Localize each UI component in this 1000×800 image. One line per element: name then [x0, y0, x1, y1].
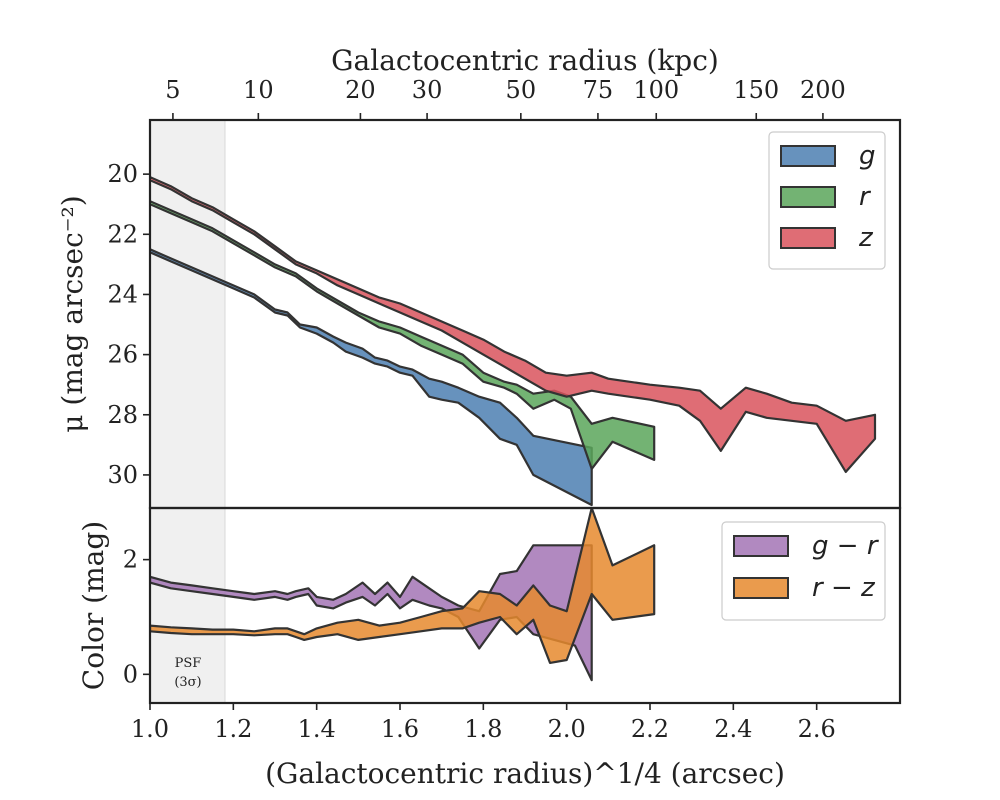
- surface-brightness-bands: [150, 176, 877, 507]
- y-tick-label-top: 30: [107, 461, 138, 489]
- top-axis-title: Galactocentric radius (kpc): [331, 44, 719, 77]
- y-tick-label-bottom: 2: [123, 546, 138, 574]
- x-tick-label: 1.8: [464, 715, 502, 743]
- band-g: [150, 248, 593, 507]
- legend-swatch-z: [780, 227, 836, 249]
- x-tick-label: 1.6: [381, 715, 419, 743]
- x-tick-label: 1.4: [298, 715, 336, 743]
- legend-swatch-g: [780, 145, 836, 167]
- legend-label-g: g: [859, 141, 876, 171]
- top-x-tick-label: 100: [633, 76, 679, 104]
- top-x-tick-label: 20: [345, 76, 376, 104]
- legend-label-z: z: [858, 223, 874, 253]
- y-tick-label-top: 28: [107, 401, 138, 429]
- y-axis-title-top: μ (mag arcsec⁻²): [56, 195, 89, 432]
- top-x-tick-label: 50: [506, 76, 537, 104]
- x-tick-label: 2.6: [798, 715, 836, 743]
- color-bands: [150, 508, 656, 682]
- x-tick-label: 1.2: [214, 715, 252, 743]
- legend-swatch-r-minus-z: [733, 577, 789, 599]
- y-tick-label-top: 26: [107, 341, 138, 369]
- top-x-tick-label: 10: [243, 76, 274, 104]
- top-x-tick-label: 200: [800, 76, 846, 104]
- y-tick-label-bottom: 0: [123, 660, 138, 688]
- psf-label: PSF: [175, 656, 202, 671]
- y-tick-label-top: 20: [107, 160, 138, 188]
- legend-label-r: r: [859, 182, 872, 212]
- x-tick-label: 2.4: [714, 715, 752, 743]
- x-axis-title: (Galactocentric radius)^1/4 (arcsec): [265, 757, 785, 790]
- top-x-tick-label: 75: [583, 76, 614, 104]
- band-r: [150, 200, 656, 470]
- y-tick-label-top: 22: [107, 220, 138, 248]
- legend-swatch-r: [780, 186, 836, 208]
- band-r-minus-z: [150, 508, 656, 664]
- psf-region-bottom: [150, 508, 225, 703]
- x-tick-label: 2.2: [631, 715, 669, 743]
- top-x-tick-label: 5: [165, 76, 180, 104]
- legend-swatch-g-minus-r: [733, 535, 789, 557]
- panel-bottom-frame: [148, 506, 902, 705]
- top-x-tick-label: 30: [412, 76, 443, 104]
- legend-label-g-minus-r: g − r: [812, 531, 880, 561]
- x-tick-label: 2.0: [548, 715, 586, 743]
- psf-region-top: [150, 120, 225, 508]
- y-axis-title-bottom: Color (mag): [77, 521, 110, 690]
- legend-label-r-minus-z: r − z: [812, 573, 876, 603]
- band-z: [150, 176, 877, 473]
- legend: grz: [768, 131, 886, 270]
- top-x-tick-label: 150: [733, 76, 779, 104]
- psf-sigma-label: (3σ): [174, 675, 201, 690]
- legend: g − r r − z: [721, 521, 886, 621]
- x-tick-label: 1.0: [131, 715, 169, 743]
- y-tick-label-top: 24: [107, 280, 138, 308]
